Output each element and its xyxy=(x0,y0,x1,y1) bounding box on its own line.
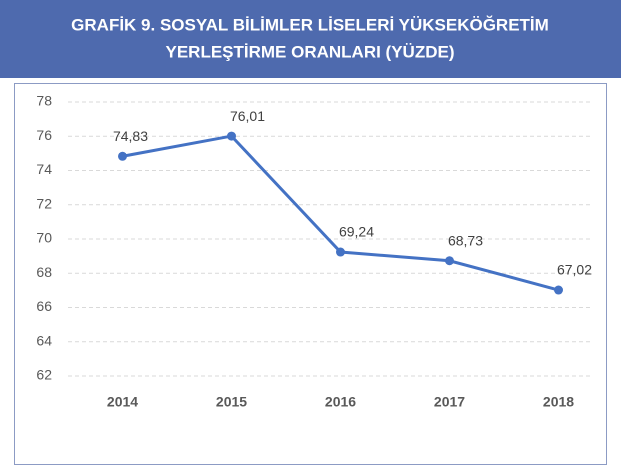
y-tick-label: 78 xyxy=(36,93,52,109)
y-tick-label: 76 xyxy=(36,127,52,143)
point xyxy=(554,285,563,295)
point xyxy=(227,131,236,141)
x-tick-label: 2015 xyxy=(216,394,247,410)
x-tick-label: 2014 xyxy=(107,394,138,410)
data-label: 76,01 xyxy=(230,108,265,124)
x-tick-label: 2017 xyxy=(434,394,465,410)
chart-frame xyxy=(14,83,607,465)
y-tick-label: 64 xyxy=(36,332,52,348)
chart-title: YERLEŞTİRME ORANLARI (YÜZDE) xyxy=(166,42,455,61)
data-label: 67,02 xyxy=(557,262,592,278)
y-tick-label: 68 xyxy=(36,264,52,280)
point xyxy=(445,256,454,266)
y-tick-label: 66 xyxy=(36,298,52,314)
x-tick-label: 2018 xyxy=(543,394,574,410)
x-tick-label: 2016 xyxy=(325,394,356,410)
data-label: 69,24 xyxy=(339,224,374,240)
data-label: 74,83 xyxy=(113,128,148,144)
line xyxy=(122,134,559,292)
point xyxy=(336,247,345,257)
chart-title: GRAFİK 9. SOSYAL BİLİMLER LİSELERİ YÜKSE… xyxy=(71,15,549,34)
title-banner xyxy=(0,0,621,78)
y-tick-label: 70 xyxy=(36,230,52,246)
y-tick-label: 74 xyxy=(36,161,52,177)
point xyxy=(118,151,127,161)
y-tick-label: 62 xyxy=(36,367,52,383)
data-label: 68,73 xyxy=(448,232,483,248)
y-tick-label: 72 xyxy=(36,195,52,211)
